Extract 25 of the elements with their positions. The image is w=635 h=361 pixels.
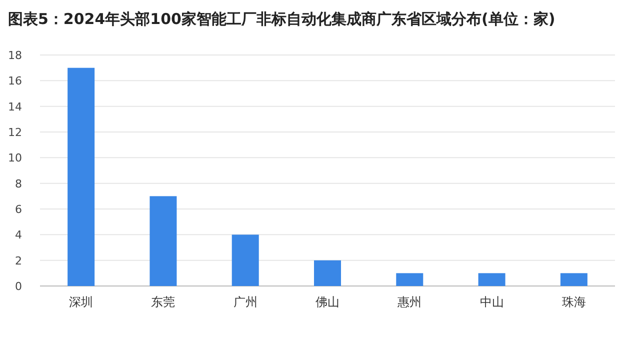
x-tick-label: 广州 <box>233 295 258 309</box>
y-tick-label: 16 <box>8 74 22 88</box>
y-tick-label: 14 <box>8 100 22 114</box>
bar <box>314 260 341 286</box>
y-tick-label: 0 <box>15 280 22 293</box>
y-tick-label: 6 <box>15 203 22 216</box>
x-tick-label: 珠海 <box>562 295 586 309</box>
bar <box>150 196 177 286</box>
y-tick-label: 10 <box>8 152 22 165</box>
bar <box>68 68 95 286</box>
chart-title: 图表5：2024年头部100家智能工厂非标自动化集成商广东省区域分布(单位：家) <box>8 10 556 28</box>
x-tick-label: 东莞 <box>151 295 176 309</box>
bar <box>232 234 259 286</box>
x-tick-label: 中山 <box>480 295 504 309</box>
y-tick-label: 8 <box>15 177 22 190</box>
bar <box>396 273 424 286</box>
x-tick-label: 惠州 <box>396 295 422 309</box>
x-tick-label: 佛山 <box>316 295 340 309</box>
bar <box>478 273 506 286</box>
x-tick-label: 深圳 <box>69 295 94 309</box>
y-tick-label: 18 <box>8 49 22 62</box>
bar <box>560 273 588 286</box>
y-tick-label: 2 <box>15 254 22 268</box>
y-tick-label: 12 <box>8 126 22 139</box>
y-tick-label: 4 <box>15 228 22 242</box>
